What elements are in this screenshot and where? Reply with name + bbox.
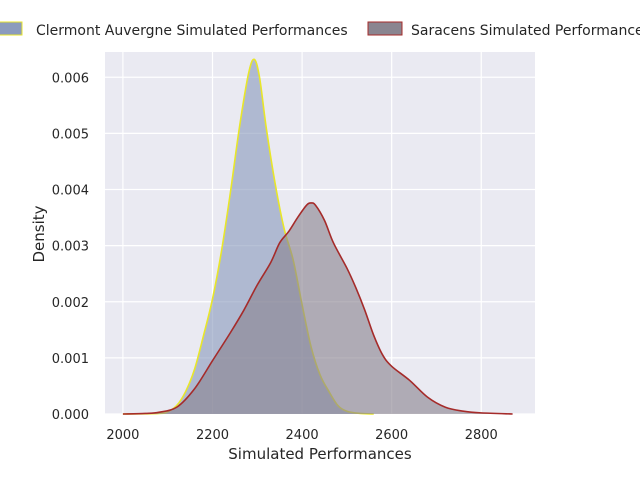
y-tick-label: 0.001 (52, 352, 89, 367)
x-tick-label: 2000 (106, 428, 139, 443)
density-area-clermont (122, 59, 374, 415)
x-tick-label: 2400 (286, 428, 319, 443)
density-line-saracens (122, 202, 513, 415)
legend: Clermont Auvergne Simulated Performances… (0, 21, 640, 39)
x-axis-label: Simulated Performances (228, 445, 412, 463)
y-tick-label: 0.004 (52, 184, 89, 199)
y-axis: 0.000 0.001 0.002 0.003 0.004 0.005 0.006 (52, 71, 89, 423)
y-tick-label: 0.002 (52, 296, 89, 311)
x-tick-label: 2200 (196, 428, 229, 443)
legend-label-clermont: Clermont Auvergne Simulated Performances (36, 23, 348, 39)
legend-swatch-saracens (367, 21, 403, 36)
y-axis-label: Density (30, 205, 48, 262)
legend-swatch-clermont (0, 21, 23, 36)
series-layer (122, 58, 513, 415)
density-area-saracens (122, 202, 513, 414)
x-tick-label: 2800 (465, 428, 498, 443)
x-axis: 2000 2200 2400 2600 2800 (106, 428, 497, 443)
x-tick-label: 2600 (375, 428, 408, 443)
y-tick-label: 0.000 (52, 408, 89, 423)
y-tick-label: 0.003 (52, 240, 89, 255)
y-tick-label: 0.006 (52, 71, 89, 86)
y-tick-label: 0.005 (52, 127, 89, 142)
legend-label-saracens: Saracens Simulated Performances (411, 23, 640, 39)
